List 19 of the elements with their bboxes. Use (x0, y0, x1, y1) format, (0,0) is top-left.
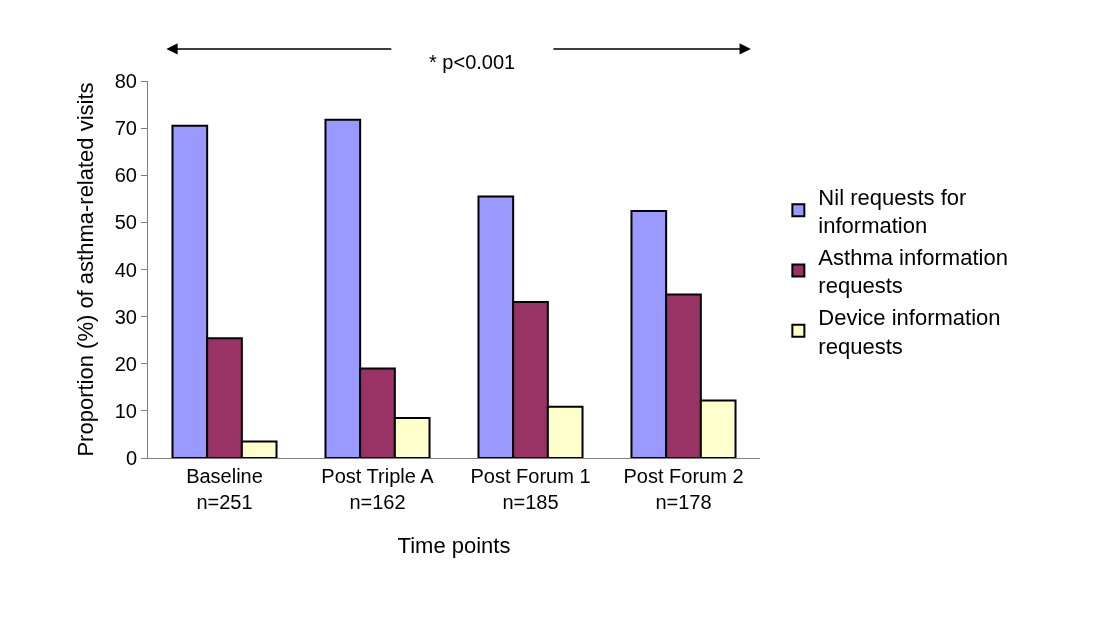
legend-label: Device information requests (818, 305, 1001, 359)
x-tick-label: Post Forum 1 n=185 (470, 465, 591, 513)
y-tick-label: 20 (114, 352, 137, 375)
y-tick-label: 70 (114, 117, 137, 140)
y-tick-label: 10 (114, 399, 137, 422)
legend-label: Asthma information requests (818, 244, 1008, 299)
x-tick-label: Baseline n=251 (186, 465, 263, 513)
x-axis-title: Time points (397, 532, 511, 558)
x-tick-label: Post Forum 2 n=178 (623, 465, 744, 513)
y-tick-label: 50 (114, 211, 137, 234)
text: * p<0.001 (429, 51, 516, 73)
y-tick-label: 60 (114, 164, 137, 187)
y-axis-title: Proportion (%) of asthma-related visits (72, 82, 98, 457)
y-tick-label: 80 (114, 70, 137, 92)
legend-label: Nil requests for information (818, 184, 967, 239)
x-tick-label: Post Triple A n=162 (321, 465, 435, 513)
y-tick-label: 30 (114, 305, 137, 328)
y-tick-label: 40 (114, 258, 137, 281)
y-tick-label: 0 (125, 447, 137, 469)
